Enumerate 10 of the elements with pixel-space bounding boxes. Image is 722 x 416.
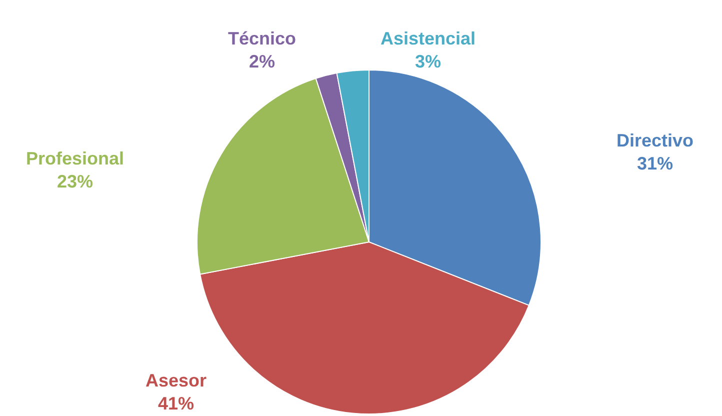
slice-label: Asistencial <box>380 28 476 48</box>
data-label: 23% <box>56 172 94 192</box>
data-label: 2% <box>248 52 276 72</box>
data-label: 41% <box>158 394 194 414</box>
data-label: 3% <box>414 52 442 72</box>
slice-label: Técnico <box>228 28 296 48</box>
slice-label: Profesional <box>26 148 124 168</box>
slice-label: Asesor <box>145 370 207 390</box>
slice-label: Directivo <box>616 130 694 150</box>
data-label: 31% <box>636 154 674 174</box>
